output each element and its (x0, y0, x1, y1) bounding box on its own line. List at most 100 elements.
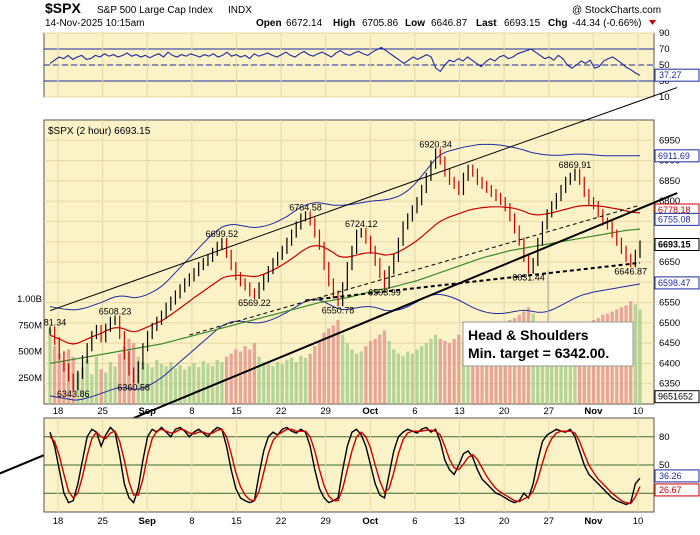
volume-bar (420, 346, 424, 404)
x-tick-label: 15 (231, 406, 242, 417)
price-tag-label: 6778.18 (658, 205, 691, 215)
volume-bar (447, 343, 452, 404)
volume-bar (164, 366, 168, 404)
x-tick-label: 29 (320, 516, 331, 527)
volume-bar (322, 332, 326, 404)
volume-bar (169, 362, 173, 404)
price-tag-box (654, 149, 700, 163)
volume-bar (155, 359, 159, 404)
volume-bar (396, 353, 401, 404)
volume-bar (545, 332, 549, 404)
x-tick-label: Oct (362, 516, 379, 527)
volume-bar (280, 364, 284, 404)
volume-bar (271, 366, 275, 404)
x-tick-label: 22 (276, 516, 287, 527)
price-tag-label: 6693.15 (658, 239, 691, 249)
x-tick-label: 20 (499, 406, 510, 417)
rsi-last-box (654, 68, 700, 82)
volume-bar (173, 368, 178, 404)
price-tick-label: 6650 (659, 257, 680, 268)
volume-bar (341, 334, 345, 404)
volume-bar (303, 357, 308, 404)
annotation-box (462, 321, 634, 367)
price-point-label: 6593.99 (368, 288, 401, 298)
volume-bar (368, 341, 373, 404)
volume-bar (336, 320, 340, 404)
volume-bar (285, 359, 289, 404)
volume-tick-label: 500M (18, 347, 42, 358)
low-value: 6646.87 (431, 18, 468, 29)
chg-label: Chg (548, 18, 567, 29)
exchange-label: INDX (228, 5, 252, 16)
volume-bar (48, 328, 52, 404)
x-tick-label: 18 (53, 516, 64, 527)
rsi-series (49, 46, 641, 76)
volume-bar (248, 349, 252, 404)
volume-bar (108, 362, 113, 404)
volume-bar (197, 367, 201, 404)
volume-bar (410, 353, 414, 404)
volume-bar (220, 362, 224, 404)
x-tick-label: 6 (412, 516, 417, 527)
price-tag-label: 9651652 (658, 392, 693, 402)
x-tick-label: 25 (97, 406, 108, 417)
volume-bar (559, 332, 563, 404)
volume-bar (299, 355, 303, 404)
annotation-text-line: Head & Shoulders (468, 327, 589, 343)
rsi-panel: 907050301037.27 (43, 28, 700, 103)
stochastic-fast-line (49, 426, 641, 506)
stochastic-series (49, 426, 641, 506)
upper-band-line (49, 143, 640, 311)
volume-bar (150, 367, 154, 404)
volume-bar (62, 362, 66, 404)
x-tick-label: 15 (231, 516, 242, 527)
price-tag-label: 6755.08 (658, 214, 691, 224)
price-point-label: 6869.91 (559, 160, 592, 170)
x-tick-label: 10 (633, 406, 644, 417)
x-tick-label: 6 (412, 406, 417, 417)
price-tick-label: 6450 (659, 338, 680, 349)
volume-bar (243, 346, 247, 404)
volume-bar (457, 334, 461, 404)
open-value: 6672.14 (286, 18, 323, 29)
volume-bar (57, 353, 61, 404)
volume-bar (461, 341, 466, 404)
volume-bar (392, 349, 396, 404)
volume-tick-label: 750M (18, 320, 42, 331)
price-tag-box (654, 237, 700, 251)
volume-bar (438, 338, 442, 404)
volume-tick-label: 1.00B (17, 294, 42, 305)
volume-bar (364, 346, 368, 404)
chart-header: $SPX S&P 500 Large Cap Index INDX @ Stoc… (45, 0, 661, 29)
watermark: @ StockCharts.com (572, 5, 661, 16)
price-point-label: 6631.44 (512, 273, 545, 283)
volume-bar (554, 330, 559, 404)
x-tick-label: 27 (543, 406, 554, 417)
volume-bar (122, 346, 126, 404)
index-name: S&P 500 Large Cap Index (97, 5, 213, 16)
volume-bar (382, 330, 387, 404)
volume-bar (90, 374, 94, 404)
stochastic-last-value: 36.26 (659, 471, 682, 481)
volume-bar (359, 351, 363, 404)
volume-bar (159, 364, 164, 404)
volume-bar (378, 334, 382, 404)
price-tick-label: 6400 (659, 358, 680, 369)
x-tick-label: 13 (454, 406, 465, 417)
stochastic-slow-line (49, 428, 641, 505)
low-label: Low (405, 18, 425, 29)
x-tick-label: 13 (454, 516, 465, 527)
stochastic-last-value: 26.67 (659, 485, 682, 495)
volume-bar (475, 336, 480, 404)
rsi-grid (44, 32, 654, 98)
volume-bar (485, 332, 489, 404)
volume-tick-label: 250M (18, 373, 42, 384)
stochastic-tick-label: 80 (659, 432, 670, 443)
inner-guide-trendline (189, 204, 641, 336)
x-tick-label: Sep (139, 516, 157, 527)
volume-bar (466, 343, 470, 404)
x-axis-price: 18 25 Sep 8 15 22 29 Oct 6 13 20 27 Nov 10 (53, 406, 644, 417)
volume-bar (104, 372, 108, 404)
timestamp: 14-Nov-2025 10:15am (45, 18, 145, 29)
